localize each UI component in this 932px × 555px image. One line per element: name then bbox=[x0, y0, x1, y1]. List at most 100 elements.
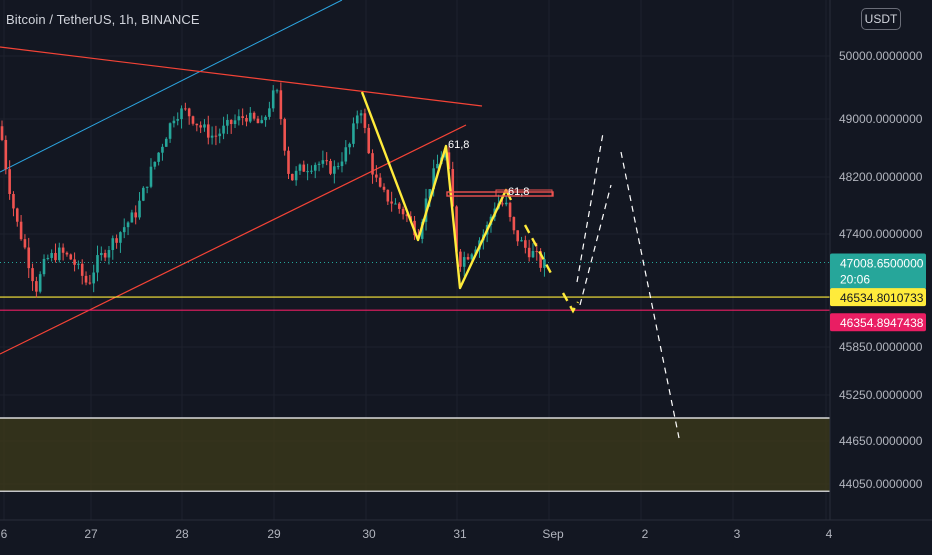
candle-down bbox=[195, 123, 199, 132]
candle-body bbox=[172, 120, 176, 124]
candle-body bbox=[279, 90, 283, 120]
candle-body bbox=[111, 238, 115, 251]
candle-down bbox=[54, 243, 57, 263]
candle-up bbox=[107, 246, 111, 265]
candle-down bbox=[390, 191, 393, 212]
candle-body bbox=[241, 116, 244, 118]
candle-body bbox=[214, 135, 218, 137]
candle-body bbox=[23, 239, 27, 248]
candle-up bbox=[462, 251, 466, 277]
candle-up bbox=[298, 163, 302, 175]
candle-down bbox=[512, 216, 516, 235]
candle-up bbox=[543, 252, 546, 277]
candle-down bbox=[329, 158, 332, 176]
candle-body bbox=[516, 230, 519, 242]
candle-body bbox=[459, 251, 462, 267]
candle-body bbox=[222, 125, 225, 134]
candle-body bbox=[378, 177, 382, 187]
candle-down bbox=[187, 107, 191, 125]
candle-body bbox=[436, 163, 439, 169]
candle-up bbox=[233, 114, 237, 129]
candle-up bbox=[180, 105, 183, 129]
candle-up bbox=[268, 101, 271, 120]
candle-up bbox=[100, 246, 103, 261]
candle-body bbox=[19, 221, 23, 240]
current-price-label: 47008.6500000 bbox=[840, 257, 924, 271]
candle-down bbox=[527, 239, 531, 262]
candle-down bbox=[31, 263, 34, 291]
candle-body bbox=[275, 90, 279, 92]
candle-down bbox=[245, 114, 248, 127]
candle-down bbox=[206, 115, 210, 145]
candle-body bbox=[187, 108, 191, 117]
candle-up bbox=[436, 154, 439, 169]
candle-down bbox=[73, 252, 76, 272]
candle-down bbox=[516, 230, 519, 246]
candle-up bbox=[168, 122, 172, 143]
candle-up bbox=[344, 140, 348, 165]
candle-body bbox=[31, 268, 34, 282]
candle-down bbox=[382, 183, 386, 193]
candle-body bbox=[54, 252, 57, 261]
candle-up bbox=[157, 152, 160, 166]
candle-up bbox=[260, 115, 264, 124]
candle-body bbox=[249, 112, 252, 122]
candle-body bbox=[363, 113, 367, 128]
candle-up bbox=[271, 85, 275, 112]
candle-body bbox=[352, 123, 355, 144]
yellow-level-label: 46534.8010733 bbox=[840, 291, 924, 305]
candle-body bbox=[4, 139, 8, 170]
projection-yellow-1 bbox=[523, 224, 554, 276]
candle-body bbox=[321, 160, 325, 164]
candle-body bbox=[12, 194, 15, 209]
candle-body bbox=[218, 133, 222, 137]
fib-label-2: 61,8 bbox=[508, 186, 529, 198]
candle-up bbox=[42, 254, 46, 277]
candle-body bbox=[386, 189, 390, 202]
candle-body bbox=[35, 281, 38, 292]
candle-down bbox=[12, 191, 15, 217]
candle-body bbox=[531, 251, 535, 258]
candle-body bbox=[122, 227, 126, 233]
candle-up bbox=[50, 249, 53, 262]
candle-up bbox=[394, 198, 397, 205]
candle-down bbox=[283, 117, 286, 156]
candle-up bbox=[355, 110, 359, 130]
candle-down bbox=[115, 234, 118, 249]
candle-body bbox=[508, 202, 512, 218]
candle-body bbox=[371, 153, 374, 175]
candle-body bbox=[397, 203, 401, 209]
candle-body bbox=[543, 259, 546, 268]
candle-body bbox=[504, 202, 508, 205]
candle-body bbox=[268, 108, 271, 117]
candle-body bbox=[138, 200, 141, 218]
x-tick-label: 30 bbox=[362, 527, 376, 541]
candle-body bbox=[84, 275, 88, 283]
candle-down bbox=[371, 149, 374, 184]
fib-box-2 bbox=[495, 189, 553, 197]
candle-body bbox=[199, 125, 202, 128]
candle-down bbox=[375, 165, 378, 183]
candle-down bbox=[397, 201, 401, 214]
candle-down bbox=[524, 235, 527, 254]
candle-up bbox=[130, 209, 134, 223]
time-axis-background bbox=[0, 520, 932, 550]
candle-body bbox=[203, 124, 206, 128]
fib-label-1: 61,8 bbox=[448, 139, 469, 151]
candle-body bbox=[229, 119, 233, 125]
candle-down bbox=[508, 201, 512, 222]
candle-body bbox=[126, 222, 130, 228]
currency-button[interactable]: USDT bbox=[861, 8, 901, 30]
candle-up bbox=[145, 186, 149, 194]
candle-body bbox=[107, 250, 111, 258]
x-tick-label: 31 bbox=[453, 527, 467, 541]
candle-down bbox=[256, 115, 260, 124]
candle-body bbox=[264, 116, 267, 121]
candle-down bbox=[27, 237, 31, 279]
candle-up bbox=[313, 162, 317, 179]
candle-up bbox=[122, 218, 126, 239]
candle-body bbox=[390, 201, 393, 204]
candle-down bbox=[229, 119, 233, 134]
